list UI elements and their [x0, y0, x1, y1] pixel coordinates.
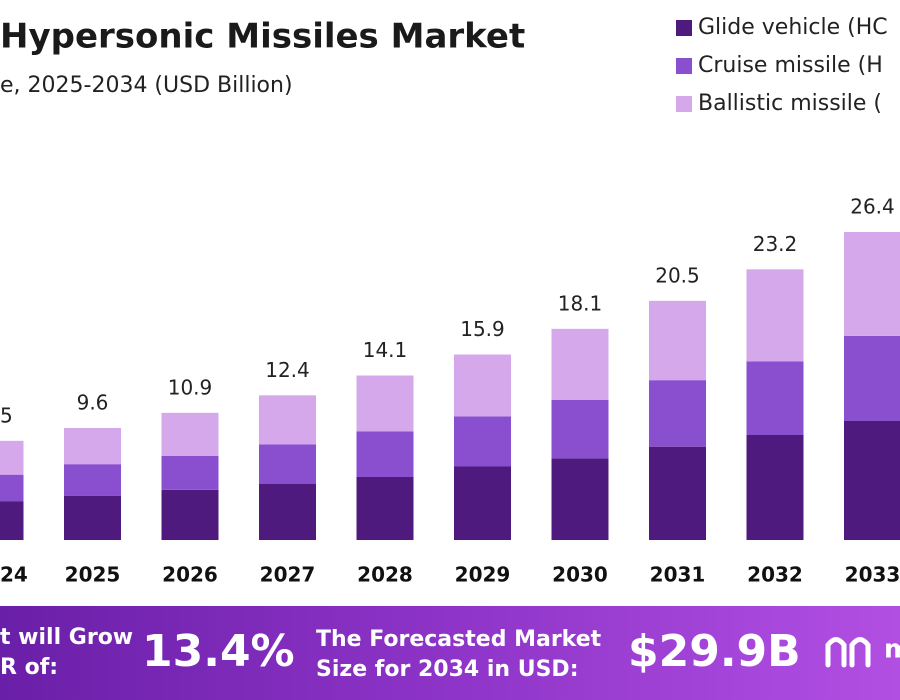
legend-label: Glide vehicle (HC [698, 15, 888, 40]
x-tick-label: 2031 [650, 563, 706, 587]
bar-segment [259, 444, 316, 484]
bar-segment [356, 375, 414, 432]
x-tick-label: 24 [0, 563, 28, 587]
x-tick-label: 2033 [845, 563, 900, 587]
bar-segment [746, 361, 804, 435]
logo-text: m [884, 635, 900, 665]
bar-segment [649, 380, 706, 447]
bar-segment [64, 428, 121, 465]
bar-segment [551, 328, 609, 400]
bar-segment [454, 416, 511, 467]
x-tick-label: 2028 [357, 563, 413, 587]
total-label: 18.1 [558, 291, 603, 315]
legend: Glide vehicle (HC Cruise missile (H Ballis… [676, 15, 888, 116]
bar-segment [454, 354, 511, 417]
chart-title: Hypersonic Missiles Market [0, 17, 525, 57]
bar-segment [259, 484, 316, 540]
x-tick-label: 2029 [455, 563, 511, 587]
bar-segment [0, 501, 24, 540]
banner-text: t will Grow [0, 625, 133, 650]
bar-segment [64, 495, 121, 540]
bar-segment [259, 395, 316, 445]
bar-segment [746, 435, 804, 540]
x-tick-label: 2032 [747, 563, 803, 587]
total-label: 23.2 [753, 232, 798, 256]
total-label: 20.5 [655, 263, 700, 287]
chart-subtitle: e, 2025-2034 (USD Billion) [0, 73, 293, 98]
total-label: 9.6 [77, 391, 109, 415]
bar-segment [844, 232, 900, 336]
bar-segment [649, 446, 706, 540]
total-label: 15.9 [460, 317, 505, 341]
bar-segment [649, 300, 706, 381]
x-tick-label: 2027 [260, 563, 316, 587]
bar-segment [844, 335, 900, 421]
total-label: 14.1 [363, 338, 408, 362]
bar-segment [844, 421, 900, 540]
bar-segment [746, 269, 804, 362]
logo [825, 637, 871, 668]
total-label: 10.9 [168, 375, 213, 399]
logo-shape [825, 637, 847, 668]
bar-segment [161, 412, 219, 456]
legend-swatch [676, 58, 692, 74]
banner-text: The Forecasted Market [316, 627, 602, 652]
bar-segment [551, 400, 609, 459]
bar-segment [0, 440, 24, 475]
logo-shape [849, 637, 871, 668]
legend-swatch [676, 20, 692, 36]
total-label: 5 [0, 403, 13, 427]
x-tick-label: 2030 [552, 563, 608, 587]
bar-segment [161, 489, 219, 540]
bar-segment [0, 474, 24, 502]
bar-segment [64, 464, 121, 496]
legend-label: Cruise missile (H [698, 53, 883, 78]
x-tick-label: 2025 [65, 563, 121, 587]
bar-segment [356, 431, 414, 477]
legend-swatch [676, 96, 692, 112]
bar-segment [551, 458, 609, 540]
bar-segment [161, 456, 219, 490]
x-tick-label: 2026 [162, 563, 218, 587]
legend-label: Ballistic missile ( [698, 91, 882, 116]
forecast-value: $29.9B [628, 626, 801, 677]
banner [0, 606, 900, 700]
total-label: 26.4 [850, 195, 895, 219]
total-label: 12.4 [265, 358, 310, 382]
bar-segment [356, 477, 414, 540]
banner-text: Size for 2034 in USD: [316, 657, 579, 682]
cagr-value: 13.4% [142, 626, 295, 677]
bar-segment [454, 466, 511, 540]
banner-text: R of: [0, 655, 58, 680]
plot-area: 5 24 9.6 2025 10.9 2026 12.4 2027 14.1 2028 15.9 20… [0, 195, 900, 587]
